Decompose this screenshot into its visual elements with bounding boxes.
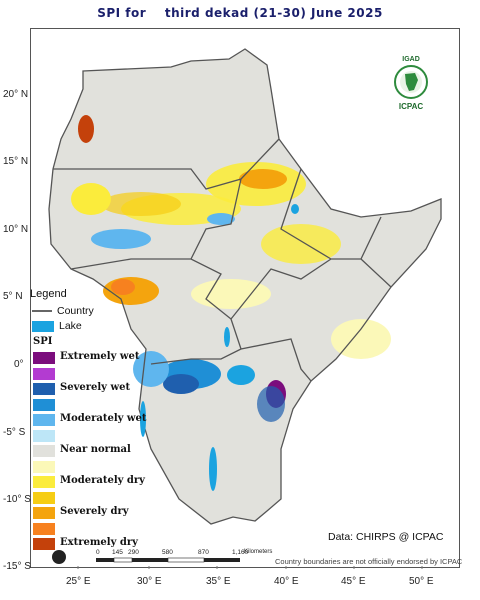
spi-swatch: [33, 429, 55, 442]
graticule: [77, 566, 423, 569]
lat-label-10s: -10° S: [3, 494, 31, 505]
lat-label-15n: 15° N: [3, 156, 29, 167]
spi-class-label: Moderately dry: [60, 475, 145, 486]
scale-tick-label: 1,160: [232, 549, 249, 556]
lat-label-5s: -5° S: [3, 427, 26, 438]
scale-unit-label: Kilometers: [244, 549, 273, 555]
lon-label-25e: 25° E: [66, 576, 91, 587]
spi-class-label: Near normal: [60, 444, 131, 455]
legend-lake-label: Lake: [59, 320, 82, 332]
lon-label-35e: 35° E: [206, 576, 231, 587]
legend-spi-title: SPI: [33, 336, 53, 347]
dry-anomalies: [71, 115, 391, 359]
logo-top-text: IGAD: [402, 56, 420, 63]
spi-swatch: [33, 398, 55, 411]
boundary-disclaimer: Country boundaries are not officially en…: [275, 557, 463, 566]
legend-country-label: Country: [57, 305, 94, 317]
logo-bottom-text: ICPAC: [398, 102, 424, 111]
spi-class-label: Moderately wet: [60, 413, 147, 424]
spi-class-label: Severely wet: [60, 382, 131, 393]
logo-emblem-icon: [394, 65, 428, 99]
lon-label-30e: 30° E: [137, 576, 162, 587]
lat-label-20n: 20° N: [3, 89, 29, 100]
scale-tick-label: 290: [128, 549, 139, 556]
spi-swatch: [33, 367, 55, 380]
spi-swatch: [33, 476, 55, 488]
lat-label-10n: 10° N: [3, 224, 29, 235]
spi-swatch: [33, 522, 55, 535]
spi-class-label: Extremely wet: [60, 351, 140, 362]
lat-label-15s: -15° S: [3, 561, 31, 572]
spi-swatch: [33, 507, 55, 519]
legend-lake-row: Lake: [30, 320, 82, 332]
lat-label-0: 0°: [14, 359, 24, 370]
scale-bar: [96, 557, 240, 563]
country-line-icon: [32, 310, 52, 312]
scale-tick-label: 870: [198, 549, 209, 556]
spi-swatch: [33, 491, 55, 504]
spi-swatch: [33, 445, 55, 457]
spi-swatch: [33, 414, 55, 426]
spi-swatch: [33, 538, 55, 550]
legend-title: Legend: [30, 288, 67, 300]
lakes: [140, 204, 299, 491]
spi-swatch: [33, 460, 55, 473]
lon-label-45e: 45° E: [341, 576, 366, 587]
lat-label-5n: 5° N: [3, 291, 23, 302]
lake-swatch: [32, 320, 54, 332]
scale-tick-label: 145: [112, 549, 123, 556]
spi-swatch: [33, 383, 55, 395]
spi-class-label: Severely dry: [60, 506, 129, 517]
lon-label-50e: 50° E: [409, 576, 434, 587]
icpac-logo: IGAD ICPAC: [384, 56, 438, 114]
north-arrow-icon: [52, 550, 66, 564]
map-canvas: [48, 48, 442, 569]
data-credit: Data: CHIRPS @ ICPAC: [328, 531, 444, 543]
legend-country-row: Country: [30, 305, 94, 317]
lon-label-40e: 40° E: [274, 576, 299, 587]
map-title: SPI for third dekad (21-30) June 2025: [97, 6, 383, 20]
spi-swatch: [33, 352, 55, 364]
scale-tick-label: 580: [162, 549, 173, 556]
spi-class-label: Extremely dry: [60, 537, 138, 548]
map-frame: [30, 28, 460, 569]
country-boundaries: [48, 48, 442, 525]
wet-anomalies: [91, 213, 286, 422]
scale-tick-label: 0: [96, 549, 100, 556]
